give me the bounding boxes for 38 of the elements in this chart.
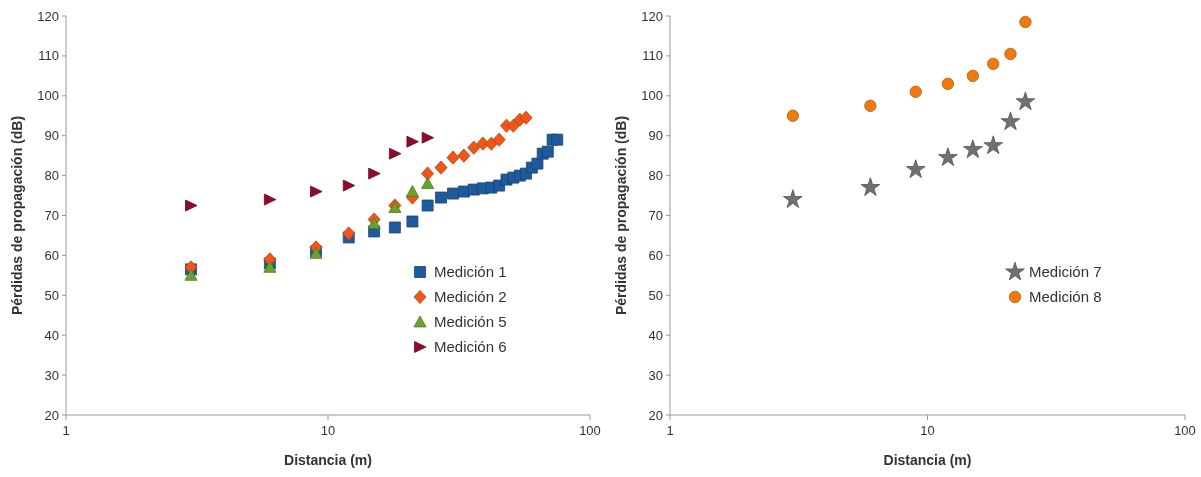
y-tick-label: 60 bbox=[44, 247, 59, 263]
y-tick-label: 20 bbox=[648, 407, 663, 423]
x-tick-label: 100 bbox=[1174, 423, 1196, 438]
y-tick-label: 120 bbox=[641, 8, 663, 24]
y-tick-label: 60 bbox=[648, 247, 663, 263]
y-axis-title: Pérdidas de propagación (dB) bbox=[9, 115, 25, 316]
y-tick-label: 100 bbox=[37, 88, 59, 104]
y-tick-label: 70 bbox=[44, 208, 59, 224]
x-axis-title: Distancia (m) bbox=[883, 452, 972, 468]
x-tick-label: 1 bbox=[62, 423, 70, 438]
x-axis-title: Distancia (m) bbox=[284, 452, 372, 468]
legend-label: Medición 8 bbox=[1029, 288, 1102, 306]
y-tick-label: 90 bbox=[648, 128, 663, 144]
x-tick-label: 100 bbox=[579, 423, 601, 438]
y-tick-label: 40 bbox=[648, 327, 663, 343]
y-tick-label: 50 bbox=[44, 287, 59, 303]
legend-label: Medición 2 bbox=[434, 288, 507, 306]
y-tick-label: 30 bbox=[648, 367, 663, 383]
legend-label: Medición 1 bbox=[434, 263, 507, 281]
y-tick-label: 110 bbox=[38, 48, 59, 64]
y-tick-label: 120 bbox=[37, 8, 59, 24]
y-tick-label: 20 bbox=[44, 407, 59, 423]
legend-label: Medición 5 bbox=[434, 313, 507, 331]
y-axis-title: Pérdidas de propagación (dB) bbox=[613, 115, 629, 316]
y-tick-label: 110 bbox=[642, 48, 663, 64]
y-tick-label: 50 bbox=[648, 287, 663, 303]
y-tick-label: 30 bbox=[44, 367, 59, 383]
legend-label: Medición 6 bbox=[434, 338, 507, 356]
x-tick-label: 10 bbox=[920, 423, 935, 438]
y-tick-label: 40 bbox=[44, 327, 59, 343]
y-tick-label: 80 bbox=[44, 168, 59, 184]
legend-label: Medición 7 bbox=[1029, 263, 1102, 281]
x-tick-label: 10 bbox=[320, 423, 336, 438]
y-tick-label: 100 bbox=[641, 88, 663, 104]
y-tick-label: 80 bbox=[648, 168, 663, 184]
y-tick-label: 70 bbox=[648, 208, 663, 224]
x-tick-label: 1 bbox=[666, 423, 674, 438]
y-tick-label: 90 bbox=[44, 128, 59, 144]
